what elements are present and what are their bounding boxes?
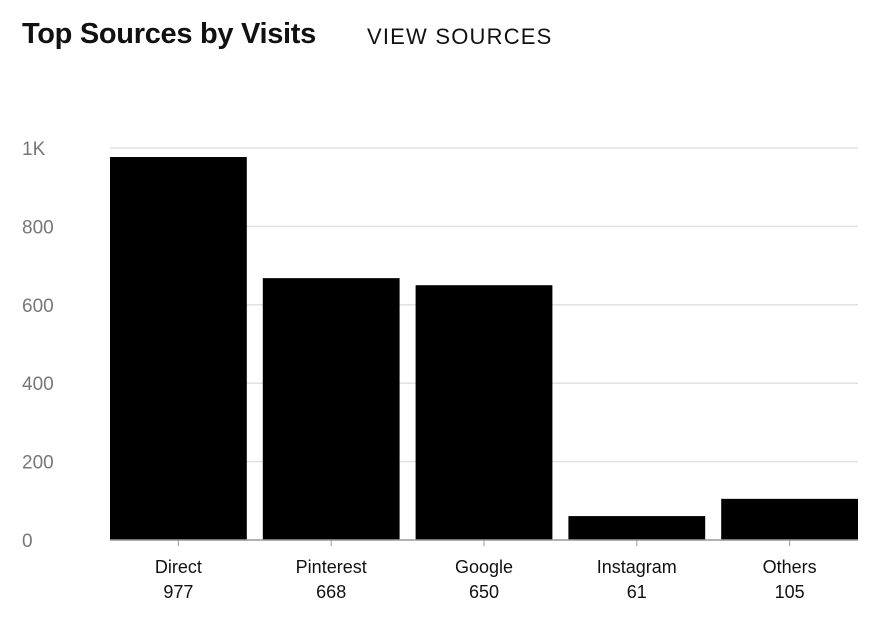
y-tick-label: 800 <box>22 217 54 238</box>
y-tick-label: 400 <box>22 374 54 395</box>
bar-direct <box>110 157 247 541</box>
x-category-label: Google <box>455 557 513 577</box>
x-category-label: Others <box>763 557 817 577</box>
chart-title: Top Sources by Visits <box>22 18 316 50</box>
bar-instagram <box>568 516 706 540</box>
bar-value-label: 61 <box>627 582 647 602</box>
bar-others <box>721 498 858 540</box>
y-tick-label: 0 <box>22 531 33 552</box>
bar-value-label: 977 <box>163 582 193 602</box>
bar-value-label: 668 <box>316 582 346 602</box>
x-category-label: Pinterest <box>296 557 367 577</box>
bar-value-label: 650 <box>469 582 499 602</box>
bar-google <box>415 285 553 540</box>
bar-value-label: 105 <box>775 582 805 602</box>
view-sources-link[interactable]: VIEW SOURCES <box>367 24 553 49</box>
x-category-label: Instagram <box>597 557 677 577</box>
y-tick-label: 200 <box>22 453 54 474</box>
bar-pinterest <box>262 278 400 540</box>
x-category-label: Direct <box>155 557 202 577</box>
y-tick-label: 1K <box>22 139 46 160</box>
y-tick-label: 600 <box>22 296 54 317</box>
